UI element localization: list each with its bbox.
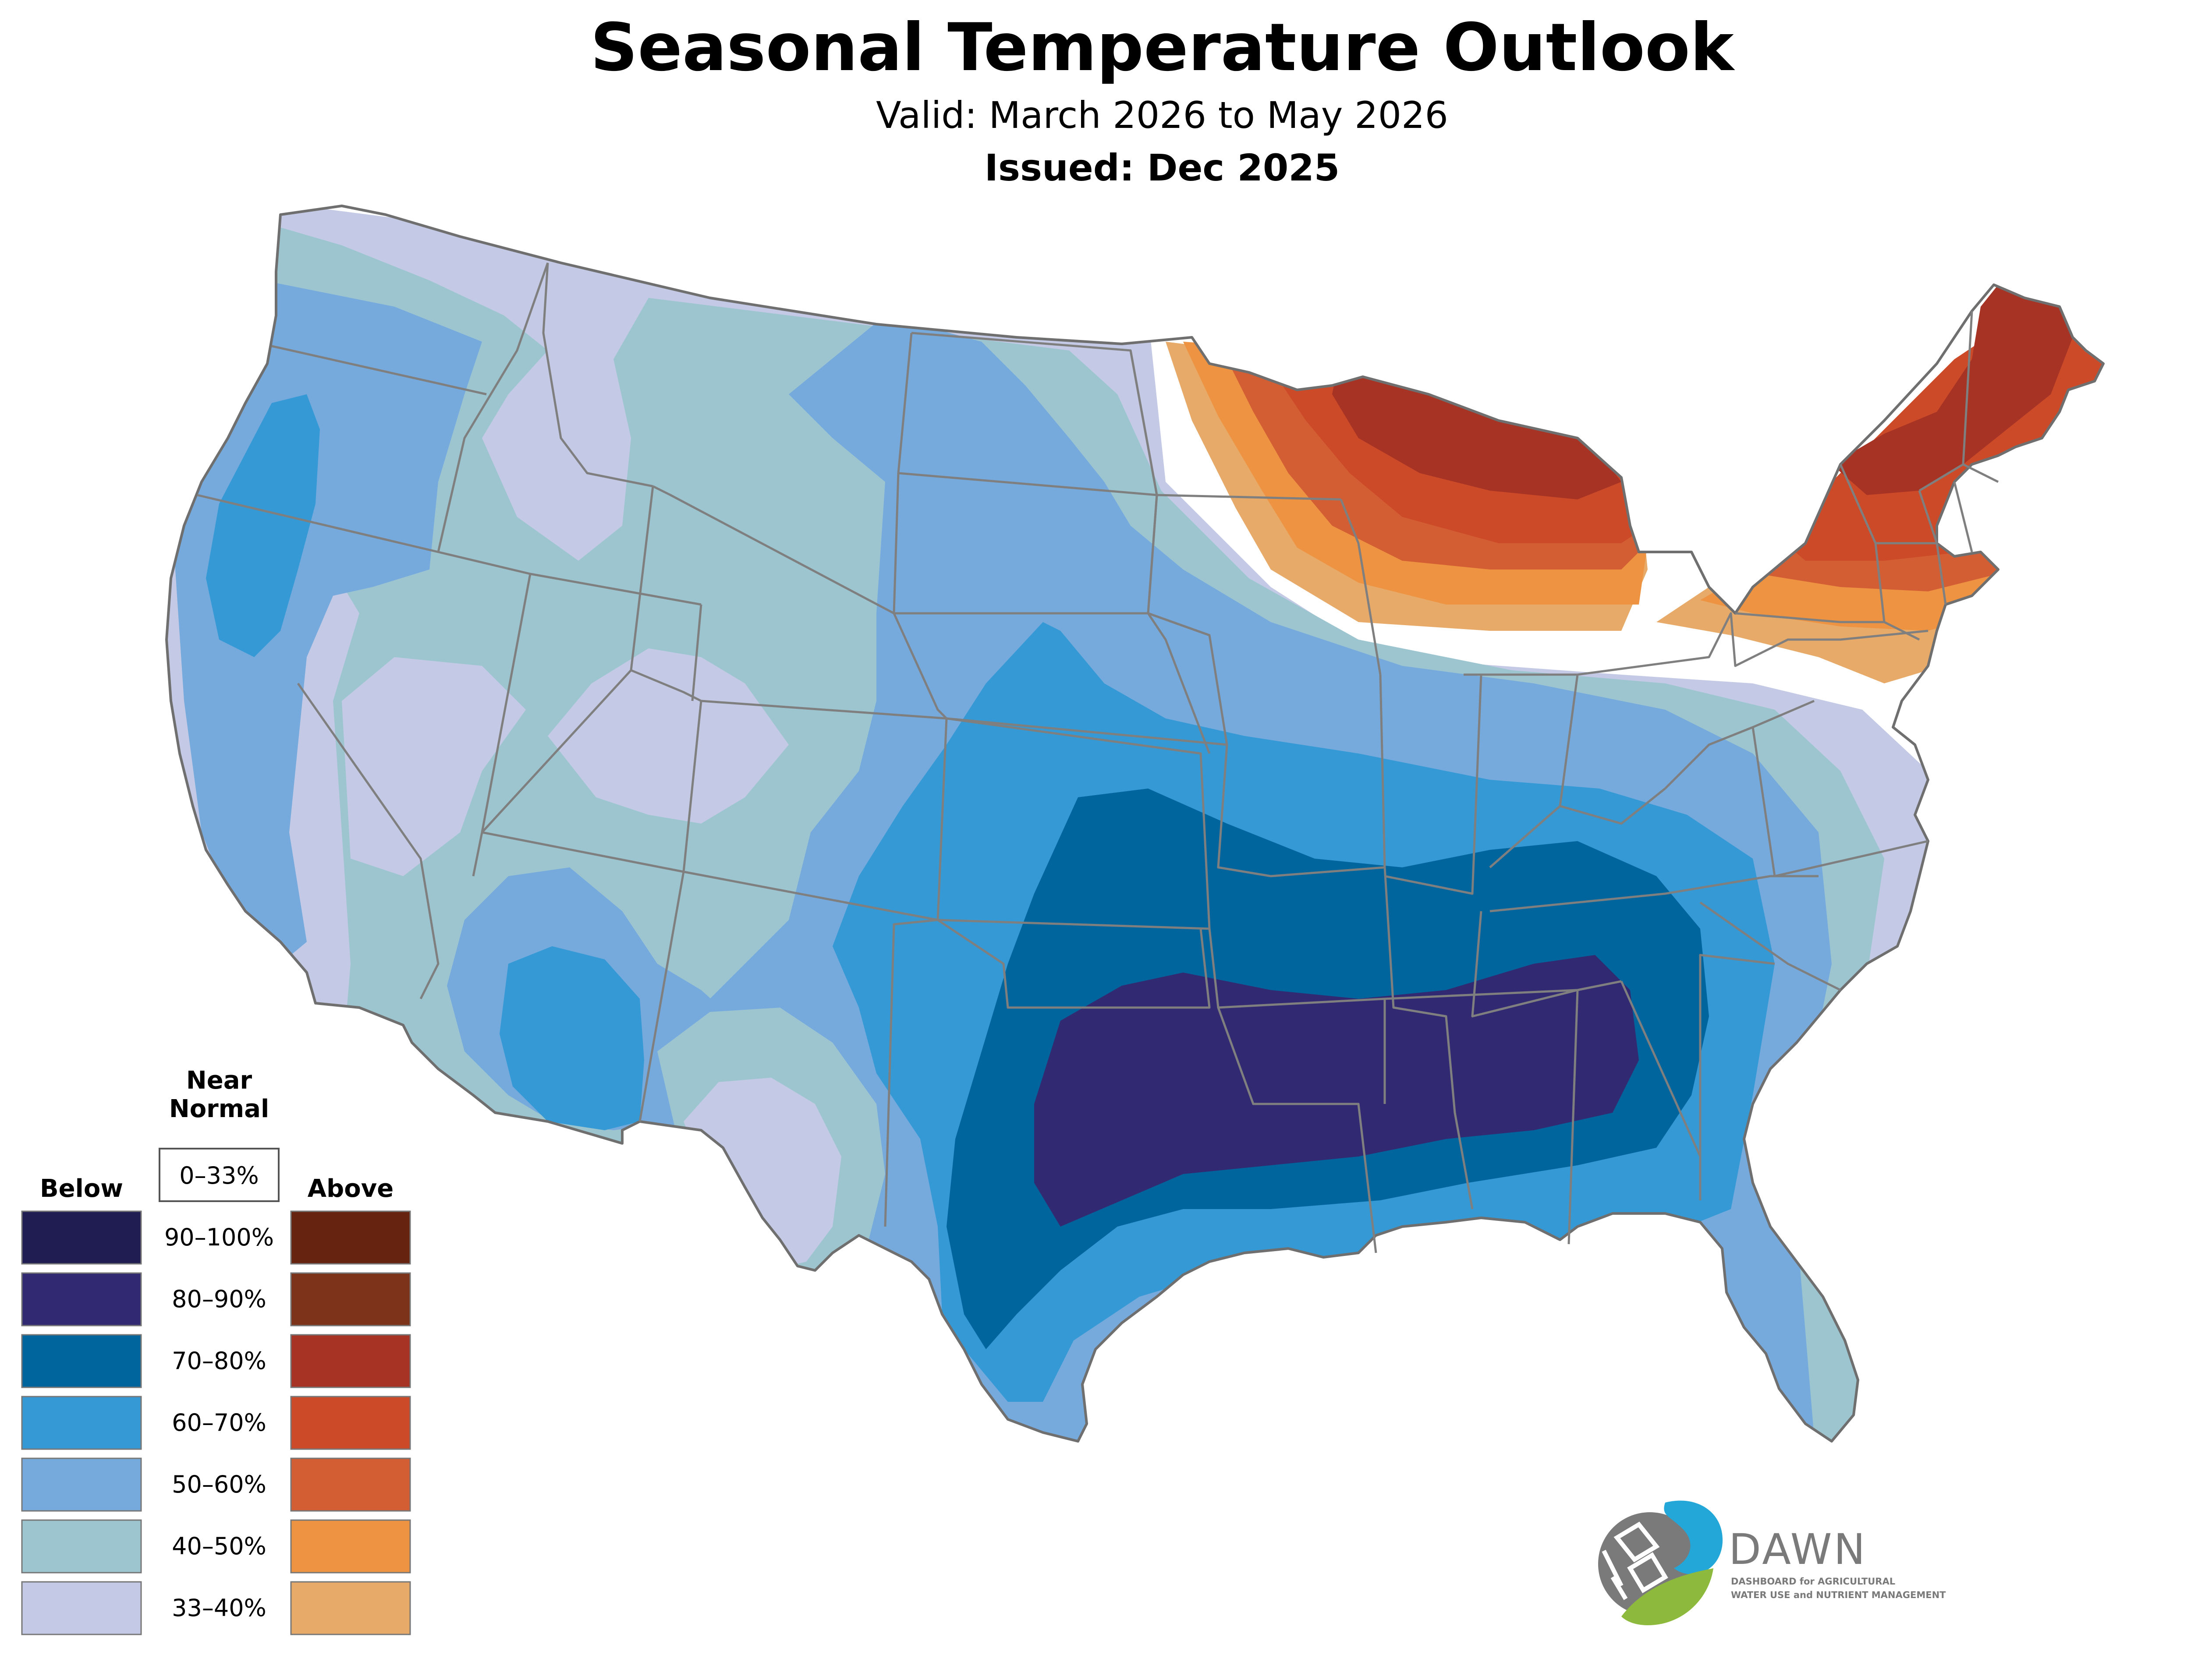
legend: Near Normal 0–33% Below Above 90–100% 80–… [21, 1066, 411, 1635]
state-lines-central [1129, 350, 1929, 1253]
legend-range-label: 70–80% [172, 1347, 266, 1375]
logo-leaf-green [1621, 1568, 1713, 1625]
legend-above-swatch [290, 1581, 411, 1635]
legend-range-label: 60–70% [172, 1409, 266, 1436]
logo-grid-icon [1602, 1521, 1668, 1600]
legend-near-normal-heading-2: Normal [169, 1095, 269, 1123]
legend-above-swatch [290, 1210, 411, 1265]
below-60-70-southwest [500, 946, 644, 1130]
legend-below-heading: Below [40, 1174, 123, 1203]
legend-below-swatch [21, 1272, 142, 1326]
below-80-90-region [1034, 955, 1639, 1227]
logo-tagline-1: DASHBOARD for AGRICULTURAL [1731, 1576, 1895, 1587]
legend-above-swatch [290, 1396, 411, 1450]
legend-below-swatch [21, 1396, 142, 1450]
legend-range-label: 40–50% [172, 1532, 266, 1560]
valid-period: Valid: March 2026 to May 2026 [876, 94, 1448, 137]
legend-near-normal-swatch [159, 1148, 280, 1202]
legend-range-label: 80–90% [172, 1285, 266, 1313]
below-50-60-west-coast [167, 280, 482, 964]
below-33-40-pocket-great-basin [342, 657, 526, 876]
legend-below-swatch [21, 1581, 142, 1635]
legend-above-swatch [290, 1457, 411, 1512]
legend-above-swatch [290, 1272, 411, 1326]
legend-near-normal-range: 0–33% [179, 1162, 259, 1189]
legend-below-swatch [21, 1457, 142, 1512]
below-33-40-south-texas [684, 1078, 841, 1270]
legend-above-swatch [290, 1334, 411, 1388]
legend-below-swatch [21, 1519, 142, 1574]
logo-water-drop-blue [1664, 1500, 1723, 1574]
legend-below-swatch [21, 1334, 142, 1388]
legend-range-label: 50–60% [172, 1471, 266, 1498]
boundaries [165, 205, 2105, 1443]
logo-name: DAWN [1729, 1525, 1867, 1574]
page-title: Seasonal Temperature Outlook [590, 10, 1735, 86]
state-lines-northeast [1735, 311, 1999, 641]
conus-outline [165, 205, 2105, 1443]
below-60-70-west-coast [206, 394, 320, 657]
issued-date: Issued: Dec 2025 [985, 146, 1340, 189]
legend-range-label: 90–100% [164, 1224, 274, 1251]
above-70-80-northeast [1832, 285, 2073, 495]
legend-rows: 90–100% 80–90% 70–80% 60–70% 50–60% 40–50% 33–… [21, 1210, 411, 1635]
legend-above-heading: Above [308, 1174, 394, 1203]
legend-near-normal-heading-1: Near [186, 1066, 252, 1095]
logo-tagline-2: WATER USE and NUTRIENT MANAGEMENT [1731, 1590, 1946, 1600]
legend-range-label: 33–40% [172, 1594, 266, 1622]
legend-below-swatch [21, 1210, 142, 1265]
dawn-logo: DAWN DASHBOARD for AGRICULTURAL WATER US… [1598, 1500, 1946, 1625]
legend-above-swatch [290, 1519, 411, 1574]
below-33-40-pocket-rockies [548, 648, 789, 824]
